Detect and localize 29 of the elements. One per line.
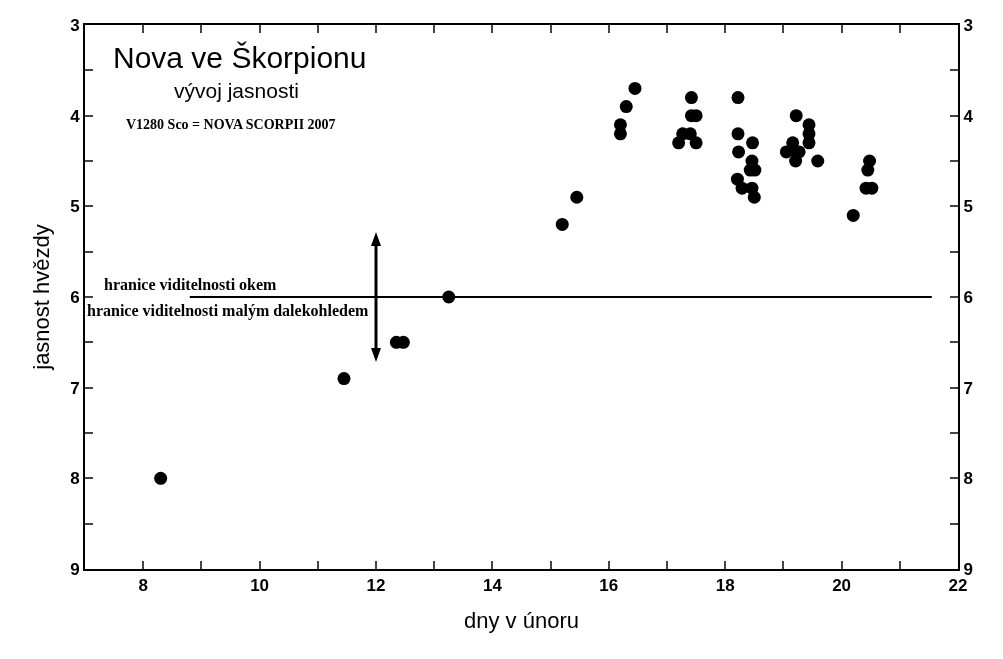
- x-tick-label: 10: [250, 576, 270, 596]
- x-tick-label: 12: [366, 576, 386, 596]
- y-tick-label: 3: [70, 15, 80, 35]
- x-axis-title: dny v únoru: [464, 607, 579, 633]
- y2-tick-label: 5: [963, 197, 973, 217]
- y-tick-label: 7: [70, 378, 80, 398]
- annotation: V1280 Sco = NOVA SCORPII 2007: [126, 117, 336, 132]
- text: vývoj jasnosti: [174, 79, 299, 102]
- y-tick-label: 4: [70, 106, 81, 126]
- y2-tick-label: 3: [963, 15, 973, 35]
- x-tick-label: 16: [599, 576, 619, 596]
- x-tick-label: 20: [832, 576, 852, 596]
- ref-line-label: hranice viditelnosti okem: [104, 276, 278, 293]
- y-tick-label: 8: [70, 469, 80, 489]
- y2-tick-label: 6: [963, 287, 973, 307]
- y2-tick-label: 7: [963, 378, 973, 398]
- y2-tick-label: 8: [963, 469, 973, 489]
- x-tick-label: 18: [715, 576, 735, 596]
- y-tick-label: 9: [70, 559, 80, 579]
- annotation: hranice viditelnosti malým dalekohledem: [87, 302, 369, 320]
- y-axis-title: jasnost hvězdy: [29, 224, 55, 371]
- y-tick-label: 6: [70, 287, 80, 307]
- y2-tick-label: 9: [963, 559, 973, 579]
- x-tick-label: 22: [948, 576, 968, 596]
- x-tick-label: 8: [138, 576, 148, 596]
- text: Nova ve Škorpionu: [113, 41, 367, 74]
- x-tick-label: 14: [482, 576, 503, 596]
- y2-tick-label: 4: [963, 106, 974, 126]
- y-tick-label: 5: [70, 197, 80, 217]
